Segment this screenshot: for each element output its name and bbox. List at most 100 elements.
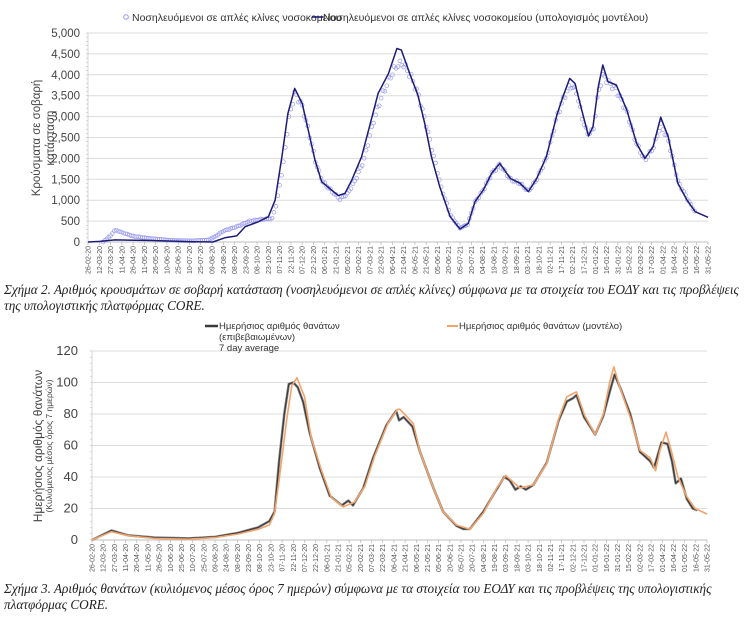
- x-tick-label: 20-07-21: [469, 246, 476, 274]
- x-tick-label: 23-10-20: [266, 246, 273, 274]
- x-tick-label: 07-12-20: [302, 544, 309, 572]
- x-tick-label: 04-08-21: [481, 544, 488, 572]
- x-tick-label: 22-11-20: [288, 246, 295, 274]
- x-tick-label: 02-11-21: [548, 246, 555, 274]
- x-tick-label: 06-05-21: [412, 246, 419, 274]
- legend-label-actual-line3: 7 day average: [219, 343, 279, 354]
- x-tick-label: 24-08-20: [221, 246, 228, 274]
- x-tick-label: 27-03-20: [108, 246, 115, 274]
- x-tick-label: 19-08-21: [491, 246, 498, 274]
- x-tick-label: 31-01-22: [615, 544, 622, 572]
- y-tick-label: 120: [56, 343, 78, 358]
- x-tick-label: 07-03-21: [369, 544, 376, 572]
- observed-point: [390, 72, 395, 77]
- x-tick-label: 03-09-21: [503, 544, 510, 572]
- observed-point: [384, 83, 389, 88]
- x-tick-label: 27-03-20: [112, 544, 119, 572]
- x-tick-label: 08-09-20: [235, 544, 242, 572]
- x-tick-label: 06-05-21: [414, 544, 421, 572]
- legend: Νοσηλευόμενοι σε απλές κλίνες νοσοκομείο…: [123, 12, 648, 24]
- x-tick-label: 09-08-20: [210, 246, 217, 274]
- x-tick-label: 22-11-20: [291, 544, 298, 572]
- observed-point: [378, 95, 384, 101]
- x-tick-label: 16-01-22: [604, 246, 611, 274]
- observed-point: [596, 87, 602, 92]
- observed-point: [517, 181, 523, 187]
- x-tick-label: 21-04-21: [401, 246, 408, 274]
- y-tick-label: 20: [64, 501, 78, 516]
- x-tick-label: 16-01-22: [604, 544, 611, 572]
- x-tick-label: 02-12-21: [570, 246, 577, 274]
- x-tick-label: 06-01-21: [322, 246, 329, 274]
- x-tick-label: 05-07-21: [459, 544, 466, 572]
- legend-label-actual-line2: (επιβεβαιωμένων): [219, 332, 295, 343]
- y-tick-label: 500: [61, 216, 80, 228]
- observed-point: [568, 86, 574, 91]
- y-tick-label: 3,500: [51, 91, 80, 103]
- x-tick-label: 16-05-22: [693, 544, 700, 572]
- x-tick-labels: 26-02-20 12-03-20 27-03-20 11-04-20 26-04-20…: [86, 246, 713, 274]
- x-tick-label: 05-06-21: [435, 246, 442, 274]
- observed-point: [388, 75, 393, 81]
- observed-point: [224, 227, 230, 233]
- x-tick-label: 20-06-21: [447, 544, 454, 572]
- x-tick-label: 08-09-20: [232, 246, 239, 274]
- x-tick-label: 01-05-22: [682, 544, 689, 572]
- series-layer: [87, 47, 709, 245]
- x-tick-label: 07-11-20: [277, 246, 284, 274]
- x-tick-label: 17-12-21: [582, 544, 589, 572]
- y-axis-title: Κρούσματα σε σοβαρή κατάσταση: [31, 80, 57, 197]
- legend-label-model: Ημερήσιος αριθμός θανάτων (μοντέλο): [459, 321, 622, 332]
- x-tick-label: 12-03-20: [97, 246, 104, 274]
- observed-point: [354, 176, 359, 181]
- x-tick-label: 17-03-22: [649, 246, 656, 274]
- grid-lines: [90, 350, 708, 543]
- x-tick-label: 17-03-22: [649, 544, 656, 572]
- x-tick-label: 02-03-22: [637, 544, 644, 572]
- observed-point: [269, 215, 275, 221]
- y-tick-label: 5,000: [51, 28, 80, 40]
- x-tick-label: 22-12-20: [313, 544, 320, 572]
- observed-point: [365, 143, 371, 148]
- x-tick-label: 18-10-21: [536, 246, 543, 274]
- x-tick-label: 16-05-22: [694, 246, 701, 274]
- x-tick-label: 07-12-20: [300, 246, 307, 274]
- x-tick-label: 11-05-20: [145, 544, 152, 572]
- x-tick-label: 11-05-20: [142, 246, 149, 274]
- observed-point: [497, 161, 502, 167]
- x-tick-label: 21-04-21: [403, 544, 410, 572]
- legend-label-observed: Νοσηλευόμενοι σε απλές κλίνες νοσοκομείο…: [132, 12, 342, 24]
- x-tick-label: 26-05-20: [157, 544, 164, 572]
- y-tick-label: 0: [71, 532, 78, 547]
- x-tick-label: 10-06-20: [168, 544, 175, 572]
- x-tick-label: 18-09-21: [514, 246, 521, 274]
- x-tick-label: 24-08-20: [224, 544, 231, 572]
- figure-2-caption: Σχήμα 2. Αριθμός κρουσμάτων σε σοβαρή κα…: [4, 282, 739, 313]
- observed-point: [373, 112, 378, 118]
- x-tick-label: 23-10-20: [268, 544, 275, 572]
- x-tick-label: 01-04-22: [660, 544, 667, 572]
- legend-label-actual-line1: Ημερήσιος αριθμός θανάτων: [219, 321, 340, 332]
- y-tick-label: 1,000: [51, 195, 80, 207]
- observed-point: [491, 167, 497, 173]
- x-tick-label: 23-09-20: [243, 246, 250, 274]
- x-tick-label: 08-10-20: [257, 544, 264, 572]
- observed-point: [598, 83, 604, 89]
- x-tick-label: 22-12-20: [311, 246, 318, 274]
- y-axis-title-line1: Κρούσματα σε σοβαρή: [31, 80, 43, 197]
- actual-deaths-line: [91, 374, 698, 541]
- x-tick-label: 31-05-22: [705, 544, 712, 572]
- observed-point: [382, 89, 388, 94]
- x-tick-label: 15-02-22: [626, 544, 633, 572]
- x-tick-label: 25-07-20: [201, 544, 208, 572]
- observed-point: [279, 173, 284, 178]
- model-hospitalized-line: [87, 47, 709, 243]
- x-tick-label: 20-02-21: [356, 246, 363, 274]
- x-tick-label: 15-02-22: [627, 246, 634, 274]
- x-tick-label: 01-04-22: [660, 246, 667, 274]
- x-tick-label: 22-03-21: [379, 246, 386, 274]
- observed-point: [273, 204, 279, 209]
- observed-point: [236, 223, 241, 229]
- x-tick-label: 21-05-21: [424, 246, 431, 274]
- x-tick-label: 03-10-21: [525, 246, 532, 274]
